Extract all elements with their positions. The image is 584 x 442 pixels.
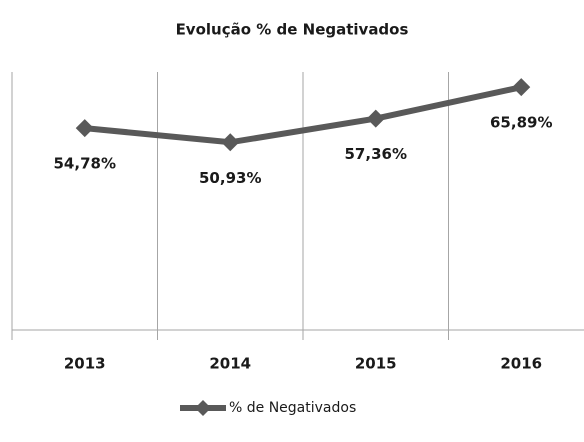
data-point [512, 78, 531, 97]
x-tick-label: 2014 [209, 355, 251, 373]
series-line [84, 84, 522, 146]
data-point [75, 119, 94, 138]
x-tick-label: 2015 [355, 355, 397, 373]
data-point [221, 133, 240, 152]
x-tick-label: 2016 [500, 355, 542, 373]
legend-marker [195, 400, 211, 416]
chart-title: Evolução % de Negativados [176, 21, 409, 39]
x-tick-label: 2013 [64, 355, 106, 373]
data-label: 65,89% [490, 114, 552, 132]
legend-label: % de Negativados [229, 400, 356, 416]
data-label: 54,78% [54, 155, 116, 173]
data-label: 50,93% [199, 169, 261, 187]
data-label: 57,36% [345, 145, 407, 163]
data-point [366, 109, 385, 128]
